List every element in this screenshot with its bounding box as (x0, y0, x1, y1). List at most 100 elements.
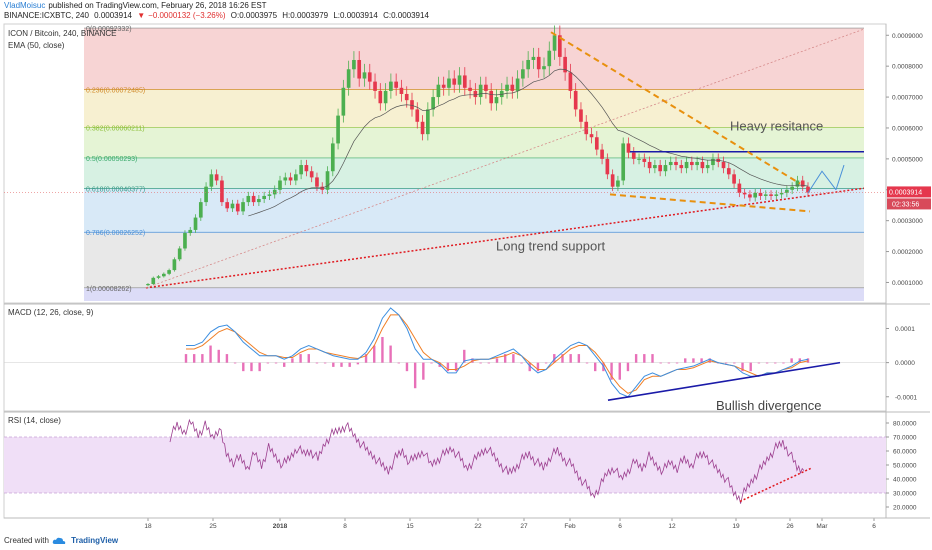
macd-histogram-bar (495, 358, 499, 363)
candle-body (325, 171, 330, 190)
projection-arrow (807, 170, 837, 194)
time-axis-tick: Feb (564, 523, 576, 530)
macd-histogram-bar (463, 349, 466, 363)
candle-body (410, 100, 414, 110)
macd-histogram-bar (315, 362, 319, 364)
candle-body (700, 161, 705, 169)
tradingview-brand[interactable]: TradingView (71, 536, 119, 545)
candle-body (426, 109, 430, 135)
candle-body (457, 75, 462, 85)
open-value: O:0.0003975 (230, 11, 278, 20)
candle-body (283, 177, 288, 181)
candle-body (299, 165, 303, 175)
fib-zone (84, 232, 864, 288)
macd-histogram-bar (233, 362, 237, 364)
rsi-axis-tick: 20.0000 (893, 505, 917, 512)
candle-body (415, 109, 420, 122)
macd-panel-title[interactable]: MACD (12, 26, close, 9) (8, 308, 94, 317)
candle-body (510, 84, 515, 91)
candle-body (732, 174, 736, 184)
ema-label[interactable]: EMA (50, close) (8, 41, 65, 50)
candle-body (679, 165, 684, 169)
last-price-badge (887, 186, 931, 198)
countdown-badge (887, 198, 931, 210)
rsi-axis-tick: 50.0000 (893, 463, 917, 470)
candle-body (346, 69, 351, 88)
rsi-panel-title[interactable]: RSI (14, close) (8, 416, 61, 425)
macd-histogram-bar (782, 362, 785, 364)
candle-body (193, 217, 198, 230)
down-arrow-icon: ▼ (137, 11, 146, 20)
price-panel-title: ICON / Bitcoin, 240, BINANCE (8, 29, 117, 38)
macd-histogram-bar (381, 337, 384, 363)
candle-body (785, 189, 789, 193)
wedge-lower-line (609, 193, 811, 213)
macd-histogram-bar (634, 354, 638, 363)
candle-body (146, 284, 150, 286)
macd-histogram-bar (790, 358, 793, 363)
candle-body (674, 161, 678, 166)
candle-body (642, 158, 647, 162)
fib-level-label: 0(0.00092332) (86, 26, 132, 33)
fib-level-label: 0.5(0.00050293) (86, 156, 137, 163)
macd-histogram-bar (340, 362, 343, 367)
candle-body (658, 165, 662, 172)
publish-text: published on TradingView.com, February 2… (48, 1, 267, 10)
fib-zone (84, 28, 864, 90)
candle-body (600, 149, 604, 159)
macd-axis-tick: 0.0000 (895, 360, 915, 367)
macd-histogram-bar (692, 358, 695, 363)
candle-body (378, 90, 383, 104)
author-link[interactable]: VladMoisuc (4, 1, 46, 10)
candle-body (362, 72, 367, 79)
candle-body (404, 93, 409, 101)
macd-axis-tick: 0.0001 (895, 326, 915, 333)
fib-level-label: 0.382(0.00060211) (86, 125, 145, 132)
low-value: L:0.0003914 (333, 11, 378, 20)
high-value: H:0.0003979 (282, 11, 329, 20)
candle-body (367, 72, 372, 82)
candle-body (806, 186, 810, 193)
candle-body (610, 174, 615, 187)
candle-body (315, 177, 319, 187)
last-price-badge-text: 0.0003914 (889, 189, 922, 196)
rsi-axis-tick: 60.0000 (893, 449, 917, 456)
macd-histogram-bar (651, 354, 654, 363)
macd-histogram-bar (700, 358, 703, 363)
candle-body (800, 180, 805, 187)
time-axis-tick: 26 (786, 523, 794, 530)
candle-body (235, 203, 240, 212)
macd-histogram-bar (544, 362, 548, 364)
last-price: 0.0003914 (94, 11, 132, 20)
rsi-line (169, 418, 805, 504)
candle-body (214, 174, 219, 181)
price-axis-tick: 0.0002000 (892, 249, 923, 256)
candle-body (278, 180, 282, 190)
countdown-badge-text: 02:33:56 (892, 201, 919, 208)
bullish-divergence-line (607, 361, 841, 401)
candle-body (309, 171, 314, 178)
candle-body (779, 192, 784, 195)
price-axis-tick: 0.0005000 (892, 156, 923, 163)
macd-line (186, 307, 809, 398)
candle-body (489, 90, 494, 104)
candle-body (494, 97, 499, 104)
candle-body (616, 180, 620, 187)
price-axis-tick: 0.0003000 (892, 218, 923, 225)
rsi-axis-tick: 40.0000 (893, 477, 917, 484)
fib-level-label: 0.786(0.00026252) (86, 230, 145, 237)
candle-body (262, 195, 266, 200)
candle-body (246, 195, 251, 203)
candle-body (177, 248, 182, 260)
time-axis-tick: 25 (209, 523, 217, 530)
candle-body (257, 199, 261, 203)
fib-zone (84, 287, 864, 301)
macd-histogram-bar (528, 362, 531, 372)
macd-histogram-bar (503, 354, 507, 363)
macd-histogram-bar (323, 362, 327, 364)
candle-body (568, 72, 573, 91)
candle-body (473, 90, 478, 98)
candle-body (499, 90, 504, 98)
wedge-upper-line (550, 31, 801, 185)
candle-body (769, 194, 773, 196)
